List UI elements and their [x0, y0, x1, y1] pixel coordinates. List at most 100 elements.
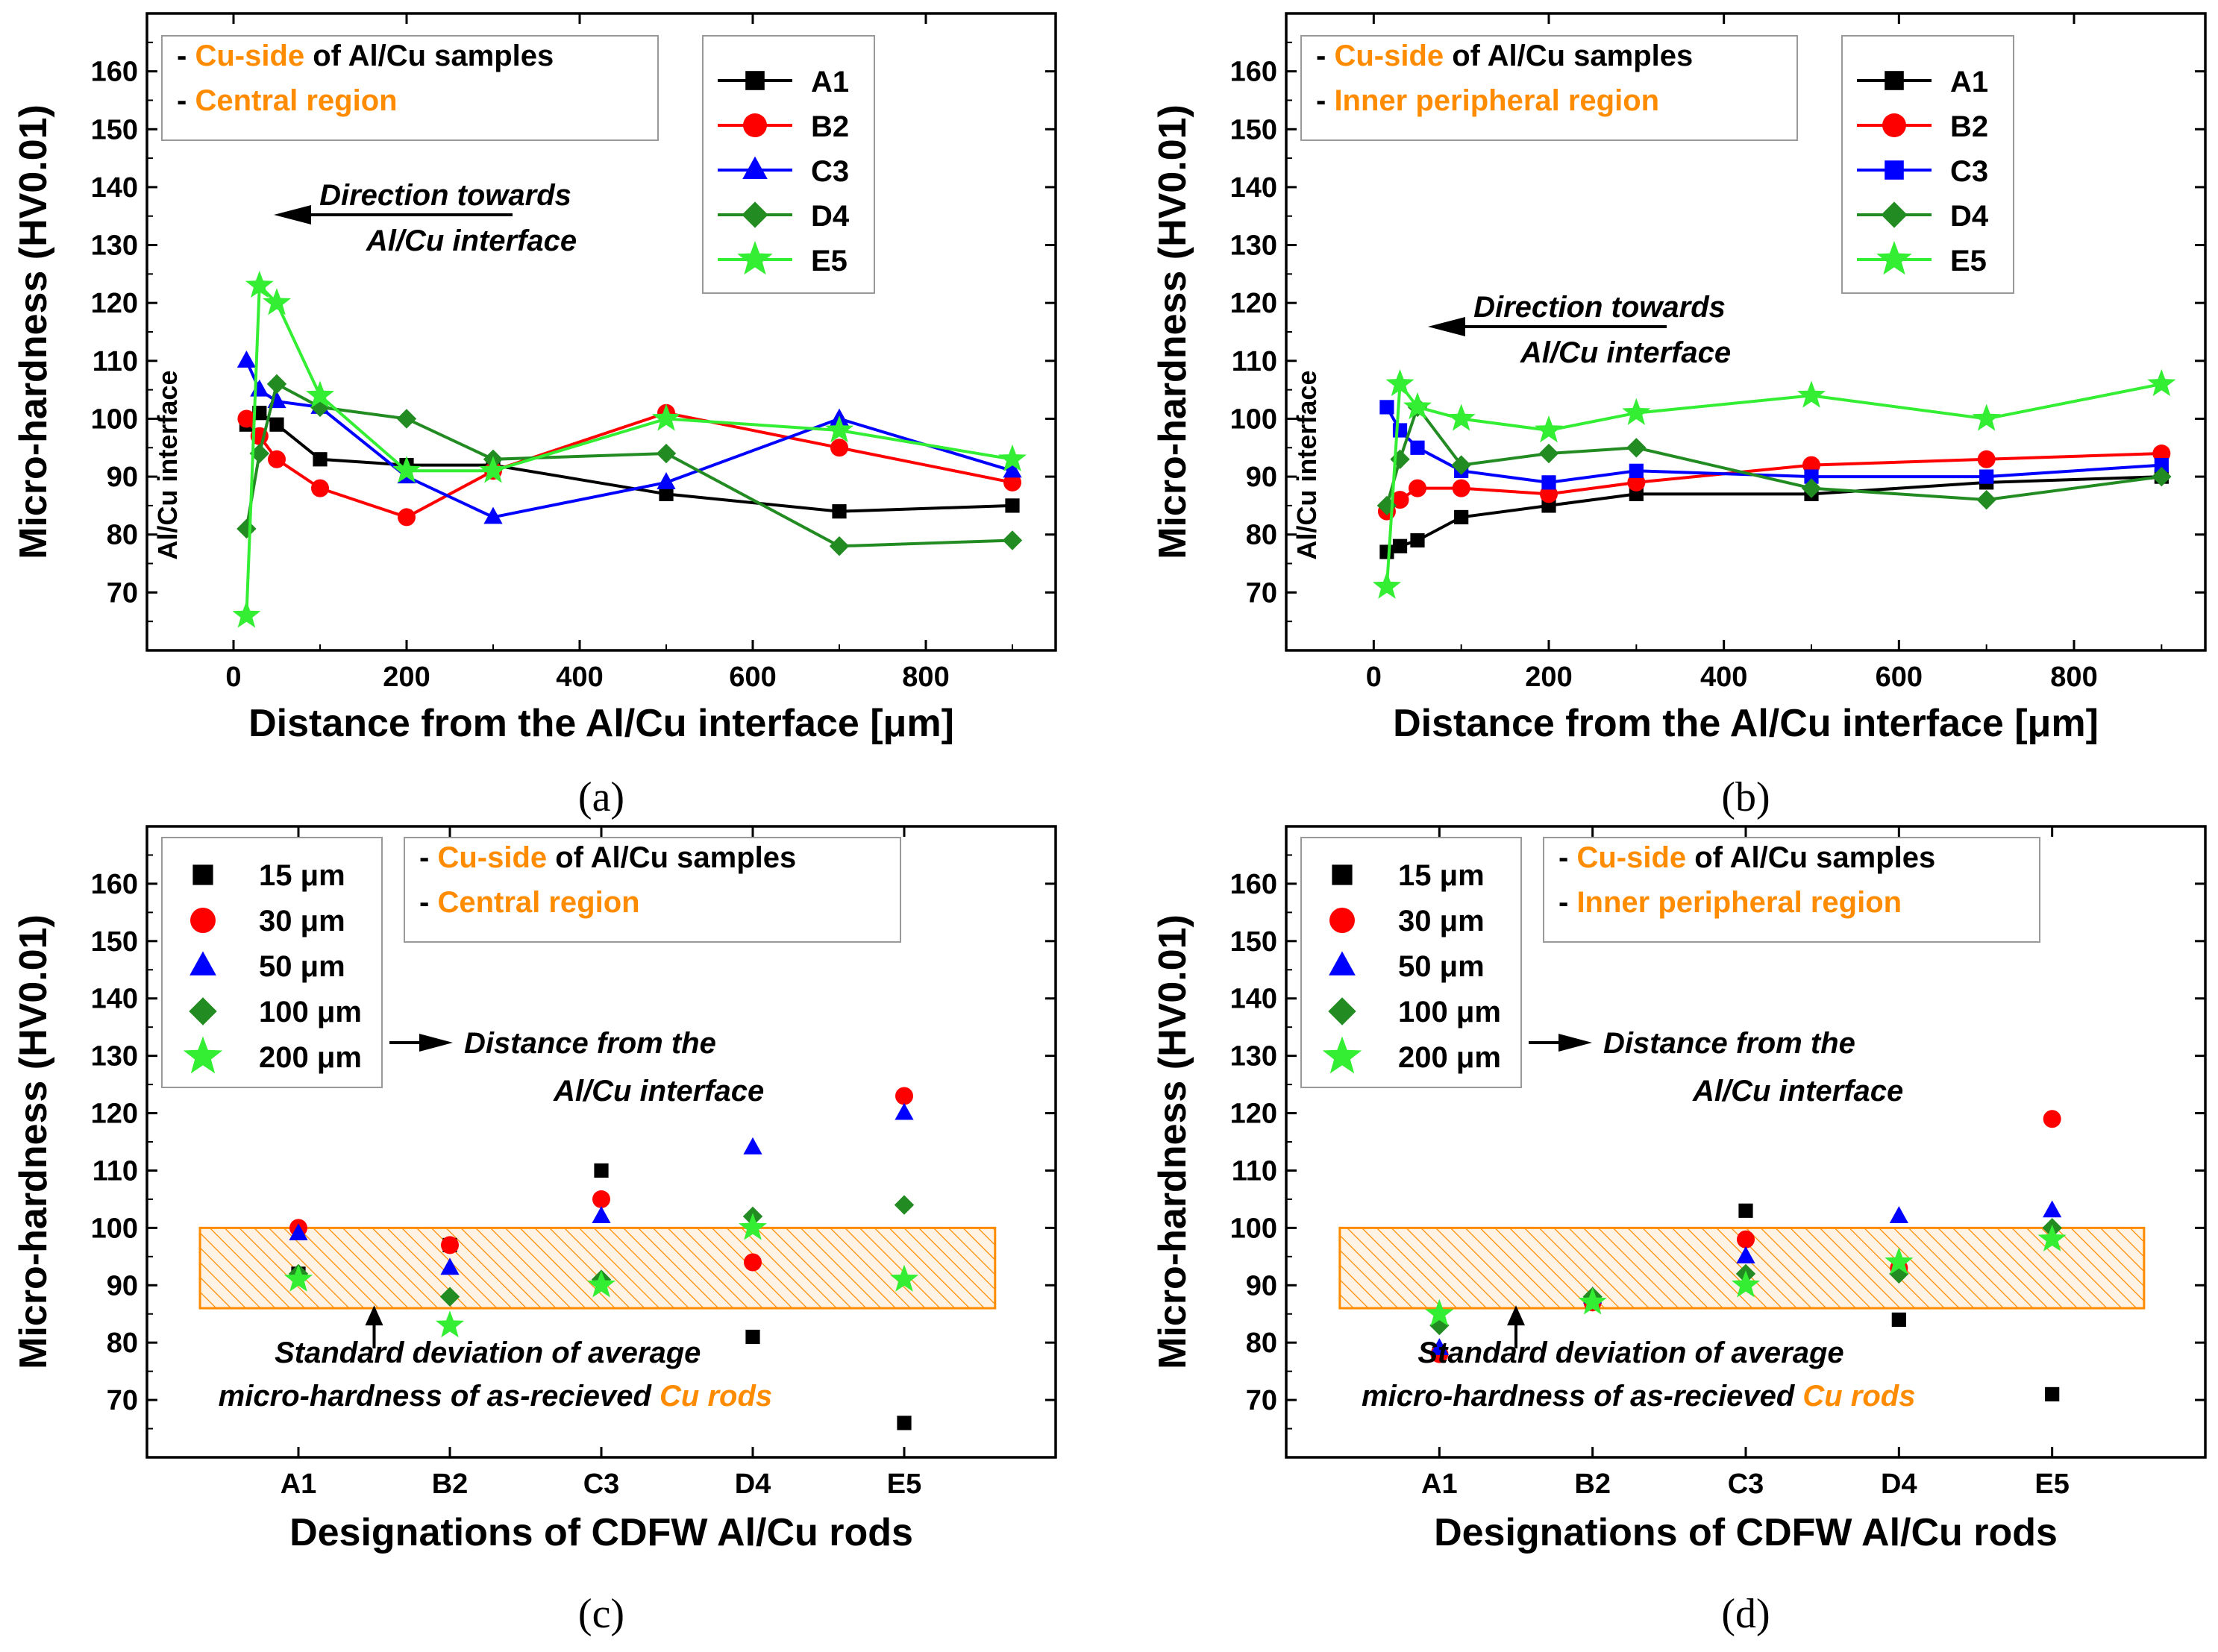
x-tick-label: D4 — [1881, 1469, 1917, 1500]
point-d200 — [2037, 1224, 2067, 1251]
interface-label: Al/Cu interface — [1291, 371, 1322, 560]
legend-marker-d200 — [183, 1036, 223, 1074]
info-box — [1543, 837, 2040, 943]
point-D4 — [1451, 455, 1471, 475]
info-line-2: - Central region — [419, 886, 640, 919]
y-tick-label: 150 — [91, 926, 138, 958]
point-d30 — [441, 1236, 459, 1254]
point-d30 — [895, 1087, 913, 1105]
point-E5 — [479, 456, 507, 483]
point-E5 — [1447, 403, 1476, 431]
std-arrow-head — [365, 1305, 383, 1326]
info-dash: - — [177, 84, 195, 117]
panel-label: (b) — [1721, 774, 1770, 820]
y-tick-label: 90 — [1246, 462, 1277, 493]
y-tick-label: 90 — [107, 462, 138, 493]
point-d50 — [895, 1102, 914, 1120]
y-tick-label: 130 — [91, 230, 138, 262]
point-d50 — [289, 1223, 308, 1241]
legend-label-E5: E5 — [811, 245, 848, 277]
point-B2 — [1391, 491, 1409, 509]
y-tick-label: 120 — [1230, 1099, 1277, 1130]
y-tick-label: 110 — [93, 346, 138, 377]
legend-marker-d15 — [1332, 864, 1353, 885]
point-B2 — [830, 439, 848, 457]
info-line-1: - Cu-side of Al/Cu samples — [1558, 841, 1935, 874]
panel-label: (d) — [1721, 1591, 1770, 1637]
y-tick-label: 130 — [1230, 1041, 1277, 1072]
series-line-E5 — [1385, 380, 2162, 587]
point-d200 — [436, 1310, 464, 1338]
x-tick-label: B2 — [1574, 1469, 1611, 1500]
point-d100 — [1429, 1315, 1450, 1336]
info-dash: - — [1316, 40, 1334, 72]
point-d200 — [284, 1264, 313, 1292]
legend-marker-B2 — [743, 113, 767, 137]
y-tick-label: 150 — [1230, 926, 1277, 958]
y-axis-label: Micro-hardness (HV0.01) — [12, 104, 55, 559]
direction-text-2: Al/Cu interface — [1520, 336, 1731, 369]
point-d30 — [592, 1190, 610, 1208]
legend-marker-d50 — [189, 951, 216, 976]
legend-marker-E5 — [737, 241, 773, 275]
point-C3 — [1379, 400, 1394, 415]
y-tick-label: 160 — [91, 869, 138, 900]
point-A1 — [659, 486, 674, 501]
info-dash: - — [1558, 841, 1576, 874]
point-d15 — [745, 1329, 760, 1345]
x-tick-label: C3 — [583, 1469, 620, 1500]
info-line-1: - Cu-side of Al/Cu samples — [419, 841, 796, 874]
point-E5 — [652, 403, 680, 431]
y-tick-label: 110 — [1232, 346, 1277, 377]
info-highlight: Cu-side — [1334, 40, 1444, 72]
x-tick-label: E5 — [2034, 1469, 2069, 1500]
legend-marker-E5 — [1876, 241, 1912, 275]
x-tick-label: 0 — [225, 662, 241, 693]
y-tick-label: 160 — [1230, 869, 1277, 900]
point-d50 — [2043, 1200, 2062, 1218]
info-highlight: Cu-side — [195, 40, 304, 72]
x-tick-label: B2 — [432, 1469, 469, 1500]
point-C3 — [250, 379, 269, 397]
point-d200 — [890, 1264, 918, 1292]
info-rest: of Al/Cu samples — [304, 40, 554, 72]
info-box — [1300, 35, 1798, 141]
point-C3 — [1392, 423, 1408, 438]
std-text-1: Standard deviation of average — [275, 1337, 701, 1369]
x-tick-label: 200 — [1525, 662, 1572, 693]
info-line-1: - Cu-side of Al/Cu samples — [177, 40, 554, 72]
x-axis-label: Designations of CDFW Al/Cu rods — [1434, 1511, 2058, 1554]
point-C3 — [1979, 469, 1994, 484]
point-D4 — [1390, 449, 1410, 469]
point-d50 — [1429, 1338, 1449, 1355]
point-d100 — [894, 1195, 915, 1215]
point-C3 — [1629, 463, 1644, 478]
std-text-2-pre: micro-hardness of as-recieved — [1362, 1380, 1802, 1413]
info-highlight: Central region — [195, 84, 397, 117]
y-axis-label: Micro-hardness (HV0.01) — [1151, 914, 1194, 1369]
point-D4 — [1976, 489, 1996, 510]
point-A1 — [1005, 498, 1020, 513]
direction-text-2: Al/Cu interface — [366, 224, 577, 257]
distance-arrow-head — [419, 1034, 453, 1052]
point-d15 — [1891, 1312, 1906, 1328]
point-C3 — [1541, 475, 1556, 490]
x-tick-label: A1 — [1421, 1469, 1458, 1500]
y-tick-label: 130 — [91, 1041, 138, 1072]
legend-label-C3: C3 — [1950, 155, 1988, 188]
y-tick-label: 120 — [91, 1099, 138, 1130]
panel-d: 70 80 90 100 110 120 130 140 150 160 Micro-hardnes… — [1151, 825, 2207, 1637]
point-d50 — [1889, 1206, 1908, 1223]
distance-text-1: Distance from the — [464, 1027, 716, 1060]
legend-label-B2: B2 — [1950, 110, 1988, 143]
info-dash: - — [177, 40, 195, 72]
info-rest: of Al/Cu samples — [547, 841, 796, 874]
std-dev-band — [198, 1226, 997, 1310]
x-tick-label: D4 — [735, 1469, 771, 1500]
legend-label-d50: 50 μm — [1398, 950, 1485, 983]
panel-label: (a) — [578, 774, 624, 820]
legend-label-d100: 100 μm — [1398, 996, 1501, 1028]
point-D4 — [829, 536, 850, 556]
point-E5 — [263, 288, 291, 315]
